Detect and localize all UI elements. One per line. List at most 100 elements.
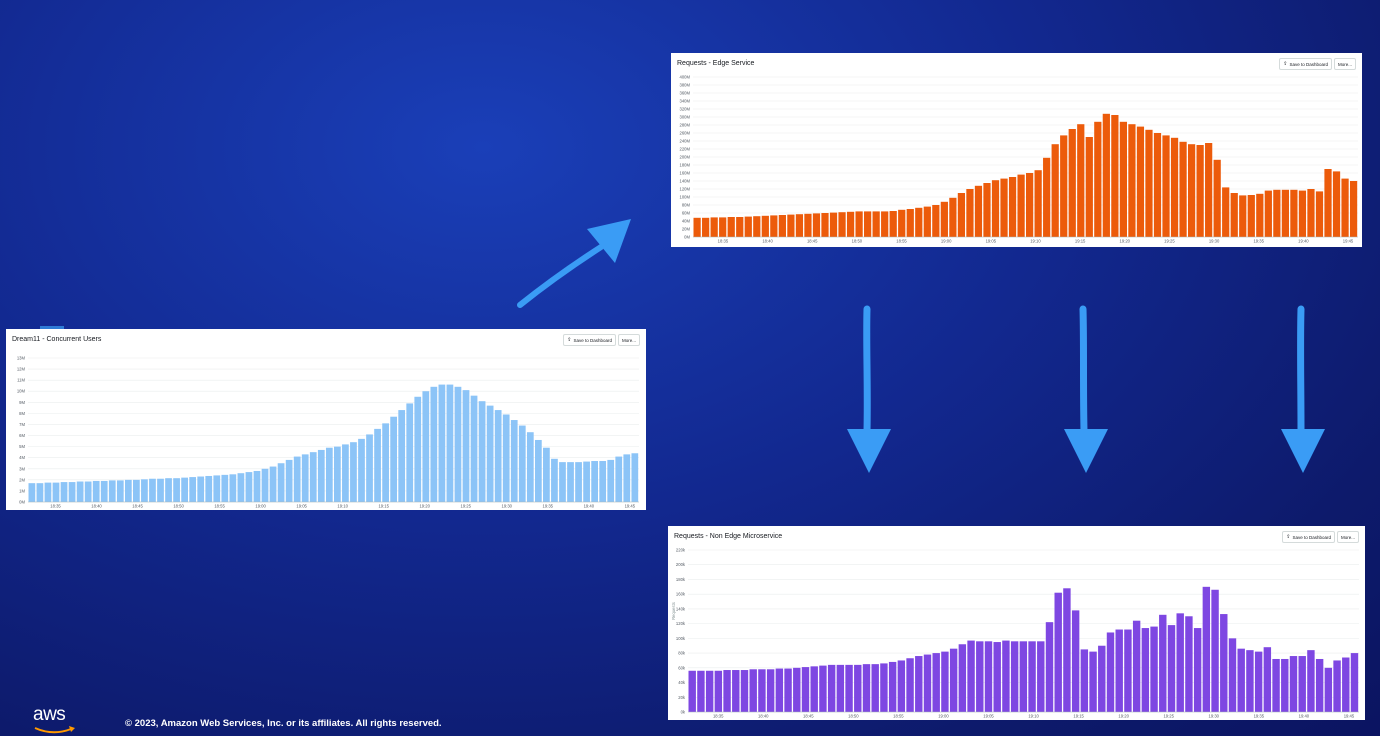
y-tick-label: 13M xyxy=(17,356,26,361)
bar xyxy=(197,476,205,502)
bar xyxy=(854,664,862,712)
bar xyxy=(1196,145,1204,237)
bar xyxy=(705,670,714,712)
micro-chart: 0k 20k 40k 60k 80k 100k 120k 140k 160k 180k 200k 22… xyxy=(671,548,1359,719)
more-button[interactable]: More... xyxy=(1333,58,1356,70)
bar xyxy=(949,648,958,712)
bar xyxy=(958,644,967,712)
bar xyxy=(100,480,108,502)
bar xyxy=(1307,189,1315,237)
y-tick-label: 1M xyxy=(19,488,25,493)
y-tick-label: 200M xyxy=(680,155,691,160)
bar xyxy=(846,211,855,237)
y-tick-label: 220k xyxy=(676,548,686,553)
bar xyxy=(801,667,810,712)
bar xyxy=(36,483,44,502)
y-tick-label: 140M xyxy=(680,179,691,184)
diagonal-arrow-icon xyxy=(517,219,631,308)
bar xyxy=(758,669,766,712)
y-tick-label: 80k xyxy=(678,651,686,656)
bar xyxy=(810,666,818,712)
bar xyxy=(845,664,853,712)
bar xyxy=(888,661,897,712)
bar xyxy=(1324,169,1332,237)
bar xyxy=(60,482,68,502)
bar xyxy=(864,211,872,237)
y-tick-label: 60k xyxy=(678,665,686,670)
bar xyxy=(993,642,1001,712)
bar xyxy=(1063,588,1071,712)
bar xyxy=(526,432,534,502)
bar xyxy=(727,217,735,237)
bar xyxy=(1080,649,1089,712)
x-tick-label: 19:25 xyxy=(1163,714,1174,719)
bar xyxy=(173,478,180,502)
save-to-dashboard-button[interactable]: ⇪ Save to Dashboard xyxy=(563,334,616,346)
y-tick-label: 220M xyxy=(680,147,691,152)
bar xyxy=(350,442,357,502)
down-arrow-icon xyxy=(1064,305,1108,473)
bar xyxy=(1037,641,1045,712)
bar xyxy=(1054,592,1062,712)
panel-title: Dream11 - Concurrent Users xyxy=(12,336,102,343)
y-tick-label: 200k xyxy=(676,562,686,567)
bar xyxy=(714,670,723,712)
bar xyxy=(92,480,100,502)
x-tick-label: 19:00 xyxy=(938,714,949,719)
x-tick-label: 19:05 xyxy=(296,504,307,509)
bar xyxy=(778,215,786,237)
y-tick-label: 340M xyxy=(680,99,691,104)
bar xyxy=(116,480,124,502)
x-tick-label: 18:40 xyxy=(758,714,769,719)
bar xyxy=(1289,656,1298,712)
y-tick-label: 120M xyxy=(680,187,691,192)
save-to-dashboard-button[interactable]: ⇪ Save to Dashboard xyxy=(1279,58,1332,70)
bar xyxy=(1350,653,1359,712)
bar xyxy=(1220,614,1228,712)
bar xyxy=(575,462,582,502)
bar xyxy=(430,386,438,502)
bar xyxy=(1145,129,1153,237)
more-button[interactable]: More... xyxy=(1336,531,1359,543)
bar xyxy=(1077,124,1085,237)
x-tick-label: 19:10 xyxy=(337,504,348,509)
y-tick-label: 360M xyxy=(680,91,691,96)
bar xyxy=(787,214,795,237)
more-button[interactable]: More... xyxy=(617,334,640,346)
save-to-dashboard-button[interactable]: ⇪ Save to Dashboard xyxy=(1282,531,1335,543)
bar xyxy=(1349,181,1358,237)
bar xyxy=(1060,135,1068,237)
y-tick-label: 180M xyxy=(680,163,691,168)
x-tick-label: 18:50 xyxy=(852,239,863,244)
bar xyxy=(1153,133,1162,237)
bar xyxy=(821,213,829,237)
bar xyxy=(941,651,949,712)
bar xyxy=(1264,190,1272,237)
x-tick-label: 19:15 xyxy=(378,504,389,509)
upload-icon: ⇪ xyxy=(1286,534,1291,540)
x-tick-label: 19:35 xyxy=(1253,239,1264,244)
x-tick-label: 18:35 xyxy=(713,714,724,719)
bar xyxy=(366,434,373,502)
x-tick-label: 19:25 xyxy=(1164,239,1175,244)
x-tick-label: 18:55 xyxy=(893,714,904,719)
bar xyxy=(293,456,301,502)
x-tick-label: 19:10 xyxy=(1028,714,1039,719)
y-tick-label: 100M xyxy=(680,195,691,200)
bar xyxy=(1008,177,1017,237)
bar xyxy=(1141,628,1150,712)
y-tick-label: 20k xyxy=(678,695,686,700)
y-tick-label: 10M xyxy=(17,389,26,394)
y-tick-label: 7M xyxy=(19,422,25,427)
bar xyxy=(740,670,749,712)
x-tick-label: 19:05 xyxy=(983,714,994,719)
bar xyxy=(1263,647,1272,712)
bar xyxy=(976,641,984,712)
bar xyxy=(923,654,932,712)
bar xyxy=(1132,620,1141,712)
bar xyxy=(1034,170,1042,237)
bar xyxy=(1026,173,1034,237)
bar xyxy=(165,478,172,502)
bar xyxy=(1333,660,1341,712)
bar xyxy=(446,384,454,502)
